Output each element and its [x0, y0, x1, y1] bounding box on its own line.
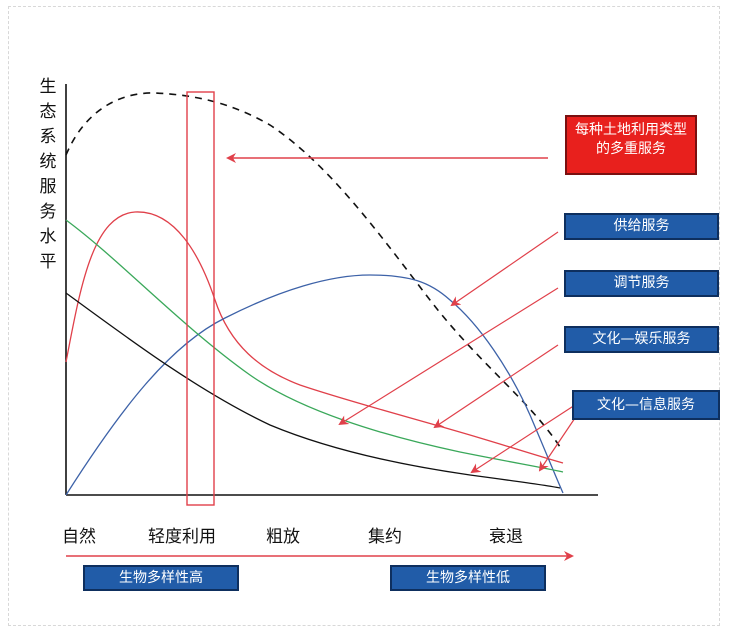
y-axis-label-char: 态: [39, 102, 57, 122]
multi-services-dashed-curve: [65, 92, 563, 451]
supply-services-box: 供给服务: [564, 213, 719, 240]
y-axis-label-char: 水: [39, 227, 57, 247]
y-axis-label-char: 统: [39, 152, 57, 172]
regulating-arrow: [338, 287, 559, 426]
culture-information-arrow: [470, 404, 576, 474]
culture-recreation-box: 文化—娱乐服务: [564, 326, 719, 353]
supply-services-curve: [65, 211, 564, 464]
multi-services-box-line: 每种土地利用类型: [575, 122, 687, 138]
regulating-services-curve: [65, 274, 564, 496]
culture-information-box: 文化—信息服务: [572, 390, 720, 420]
light-use-highlight-rect: [186, 91, 215, 506]
y-axis-label-char: 系: [39, 127, 57, 147]
stage-intensive: 集约: [368, 527, 402, 547]
image-frame: [8, 6, 720, 626]
y-axis-label-char: 平: [39, 252, 57, 272]
culture-recreation-arrow: [433, 344, 559, 429]
multi-services-box: 每种土地利用类型 的多重服务: [565, 115, 697, 175]
culture-information-curve: [65, 292, 561, 489]
biodiversity-high-box: 生物多样性高: [83, 565, 239, 591]
y-axis-label-char: 务: [39, 202, 57, 222]
stage-decline: 衰退: [489, 527, 523, 547]
culture-recreation-curve: [65, 219, 564, 473]
y-axis-label-char: 生: [39, 77, 57, 97]
multi-services-box-line: 的多重服务: [596, 141, 666, 157]
regulating-services-box: 调节服务: [564, 270, 719, 297]
stage-extensive: 粗放: [266, 527, 300, 547]
stage-light-use: 轻度利用: [148, 527, 216, 547]
y-axis-label-char: 服: [39, 177, 57, 197]
supply-arrow: [450, 231, 559, 307]
decline-arrow: [538, 417, 576, 472]
stage-natural: 自然: [62, 527, 96, 547]
biodiversity-low-box: 生物多样性低: [390, 565, 546, 591]
